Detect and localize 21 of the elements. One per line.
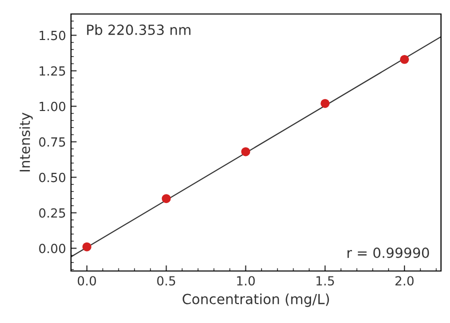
x-tick-label: 2.0	[395, 276, 414, 286]
annotation: r = 0.99990	[348, 248, 429, 258]
x-tick-label: 1.5	[316, 276, 334, 286]
point	[162, 194, 171, 204]
y-tick-label: 1.50	[40, 30, 66, 40]
point	[241, 147, 250, 156]
y-tick-label: 0.25	[39, 208, 66, 218]
point	[82, 242, 92, 252]
x-axis-title: Concentration (mg/L)	[182, 294, 329, 307]
point	[320, 98, 330, 108]
annotation: Pb 220.353 nm	[87, 24, 190, 36]
x-tick-label: 1.0	[237, 276, 255, 286]
y-tick-label: 1.00	[40, 102, 66, 112]
y-tick-label: 0.00	[39, 244, 66, 254]
y-axis-title: Intensity	[19, 112, 33, 172]
y-tick-label: 1.25	[40, 66, 66, 76]
x-tick-label: 0.5	[157, 276, 176, 286]
point	[400, 54, 409, 64]
y-tick-label: 0.50	[39, 172, 66, 182]
x-tick-label: 0.0	[78, 276, 96, 286]
y-tick-label: 0.75	[39, 137, 66, 147]
